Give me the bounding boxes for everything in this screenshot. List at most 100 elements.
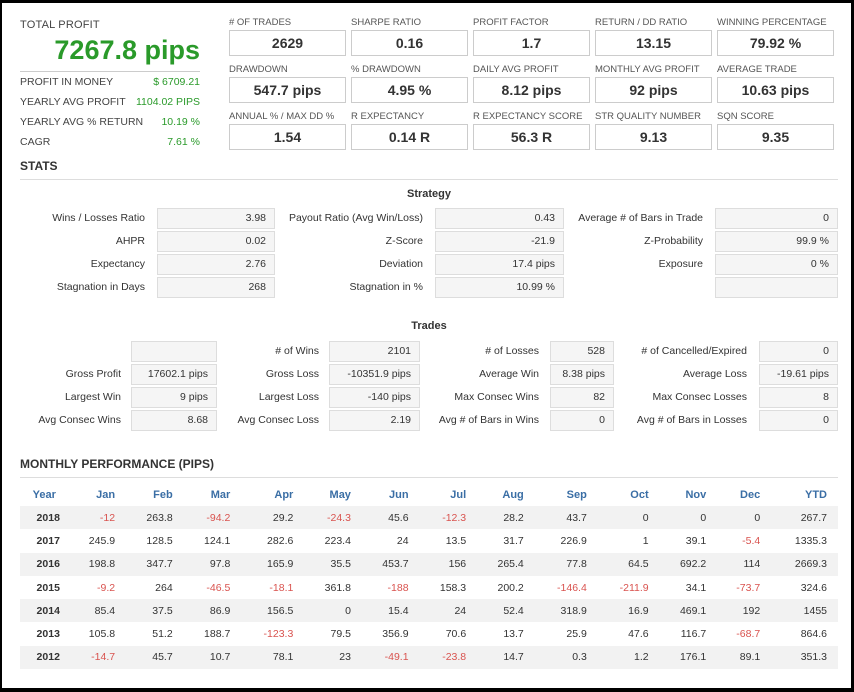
month-value-cell: 2669.3 <box>771 552 838 576</box>
month-value-cell: -46.5 <box>206 581 231 594</box>
month-value-cell: 282.6 <box>267 534 294 547</box>
column-header-aug[interactable]: Aug <box>502 488 524 501</box>
year-cell: 2013 <box>36 628 60 641</box>
stat-value: 268 <box>157 277 275 298</box>
table-row: 2012 -14.7 45.7 10.7 78.1 23 -49.1 -23.8 14.7 0.3… <box>20 645 838 670</box>
kpi-label: ANNUAL % / MAX DD % <box>229 111 335 122</box>
month-value-cell: 79.5 <box>330 628 351 641</box>
month-value-cell: 23 <box>304 645 362 670</box>
month-value-cell: 469.1 <box>659 599 718 623</box>
stat-value: 8 <box>759 387 838 408</box>
kpi-value: 56.3 R <box>473 124 590 150</box>
month-value-cell: 692.2 <box>659 552 718 576</box>
summary-row: CAGR 7.61 % <box>20 132 200 152</box>
stat-value: 3.98 <box>157 208 275 229</box>
column-header-jun[interactable]: Jun <box>388 488 409 501</box>
month-value-cell: 158.3 <box>439 581 467 594</box>
stats-row: Stagnation in Days 268 Stagnation in % 10.9… <box>2 277 854 300</box>
kpi-value: 9.35 <box>717 124 834 150</box>
kpi-value: 9.13 <box>595 124 712 150</box>
month-value-cell: 31.7 <box>503 534 524 547</box>
kpi-label: # OF TRADES <box>229 17 292 28</box>
month-value-cell: 52.4 <box>477 599 535 623</box>
stat-value: 99.9 % <box>715 231 838 252</box>
stats-title: STATS <box>20 159 838 180</box>
kpi-label: R EXPECTANCY <box>351 111 425 122</box>
column-header-sep[interactable]: Sep <box>566 488 587 501</box>
column-header-apr[interactable]: Apr <box>274 488 294 501</box>
kpi-value: 0.14 R <box>351 124 468 150</box>
month-value-cell: 29.2 <box>241 506 305 530</box>
column-header-jan[interactable]: Jan <box>96 488 116 501</box>
month-value-cell: 114 <box>717 552 772 576</box>
column-header-oct[interactable]: Oct <box>630 488 649 501</box>
column-header-feb[interactable]: Feb <box>153 488 173 501</box>
stats-row: # of Wins 2101 # of Losses 528 # of Cancelle… <box>2 341 854 364</box>
summary-value: 10.19 % <box>161 116 200 128</box>
column-header-nov[interactable]: Nov <box>685 488 707 501</box>
month-value-cell: 16.9 <box>597 599 660 623</box>
year-cell: 2016 <box>20 552 69 576</box>
kpi-card: DAILY AVG PROFIT 8.12 pips <box>473 64 590 103</box>
kpi-value: 1.54 <box>229 124 346 150</box>
year-cell: 2012 <box>20 645 69 670</box>
summary-label: YEARLY AVG PROFIT <box>20 96 126 108</box>
column-header-may[interactable]: May <box>329 488 351 501</box>
month-value-cell: 226.9 <box>560 534 587 547</box>
table-header-row: Year Jan Feb Mar Apr May Jun Jul Aug Sep Oct Nov Dec… <box>20 483 838 506</box>
month-value-cell: 361.8 <box>324 581 351 594</box>
strategy-subtitle: Strategy <box>406 188 452 200</box>
table-row: 2015 -9.2 264 -46.5 -18.1 361.8 -188 158.3 200.2… <box>20 576 838 599</box>
stats-row: Expectancy 2.76 Deviation 17.4 pips Exposure… <box>2 254 854 277</box>
month-value-cell: -211.9 <box>619 581 649 594</box>
month-value-cell: 86.9 <box>183 599 242 623</box>
stat-label: Avg # of Bars in Wins <box>438 414 539 426</box>
summary-row: PROFIT IN MONEY $ 6709.21 <box>20 72 200 92</box>
kpi-label: % DRAWDOWN <box>351 64 421 75</box>
month-value-cell: 70.6 <box>445 628 467 641</box>
month-value-cell: 1 <box>642 534 649 547</box>
kpi-value: 8.12 pips <box>473 77 590 103</box>
month-value-cell: 192 <box>717 599 772 623</box>
summary-value: 7.61 % <box>167 136 200 148</box>
stat-label: Z-Score <box>385 235 423 247</box>
stat-value <box>131 341 217 362</box>
stat-label: Expectancy <box>90 258 145 270</box>
kpi-value: 10.63 pips <box>717 77 834 103</box>
kpi-label: AVERAGE TRADE <box>717 64 797 75</box>
stat-value: 8.38 pips <box>550 364 614 385</box>
column-header-dec[interactable]: Dec <box>740 488 761 501</box>
stat-value: 17.4 pips <box>435 254 564 275</box>
stat-label: Largest Win <box>64 391 121 403</box>
kpi-card: DRAWDOWN 547.7 pips <box>229 64 346 103</box>
column-header-ytd[interactable]: YTD <box>805 488 827 501</box>
month-value-cell: -188 <box>387 581 409 594</box>
month-value-cell: 77.8 <box>534 552 598 576</box>
stat-label: Avg # of Bars in Losses <box>636 414 747 426</box>
monthly-performance-table: Year Jan Feb Mar Apr May Jun Jul Aug Sep Oct Nov Dec… <box>20 483 838 670</box>
kpi-card: R EXPECTANCY 0.14 R <box>351 111 468 150</box>
kpi-card: SHARPE RATIO 0.16 <box>351 17 468 56</box>
stat-label: Average # of Bars in Trade <box>578 212 703 224</box>
stat-value: 0 <box>759 410 838 431</box>
kpi-label: DRAWDOWN <box>229 64 288 75</box>
column-header-mar[interactable]: Mar <box>210 488 231 501</box>
column-header-jul[interactable]: Jul <box>450 488 467 501</box>
month-value-cell: 128.5 <box>146 534 173 547</box>
column-header-year[interactable]: Year <box>32 488 56 501</box>
stat-label <box>443 277 703 298</box>
kpi-card: SQN SCORE 9.35 <box>717 111 834 150</box>
stat-label: Max Consec Wins <box>454 391 539 403</box>
stat-value: 528 <box>550 341 614 362</box>
stat-value: 0.02 <box>157 231 275 252</box>
month-value-cell: 13.5 <box>445 534 467 547</box>
month-value-cell: 223.4 <box>324 534 351 547</box>
stat-value: 0 <box>759 341 838 362</box>
month-value-cell: 245.9 <box>88 534 116 547</box>
kpi-label: PROFIT FACTOR <box>473 17 549 28</box>
stat-label: AHPR <box>115 235 145 247</box>
month-value-cell: -12 <box>68 506 127 530</box>
month-value-cell: 25.9 <box>566 628 587 641</box>
year-cell: 2015 <box>36 581 60 594</box>
stat-label: Largest Loss <box>258 391 319 403</box>
